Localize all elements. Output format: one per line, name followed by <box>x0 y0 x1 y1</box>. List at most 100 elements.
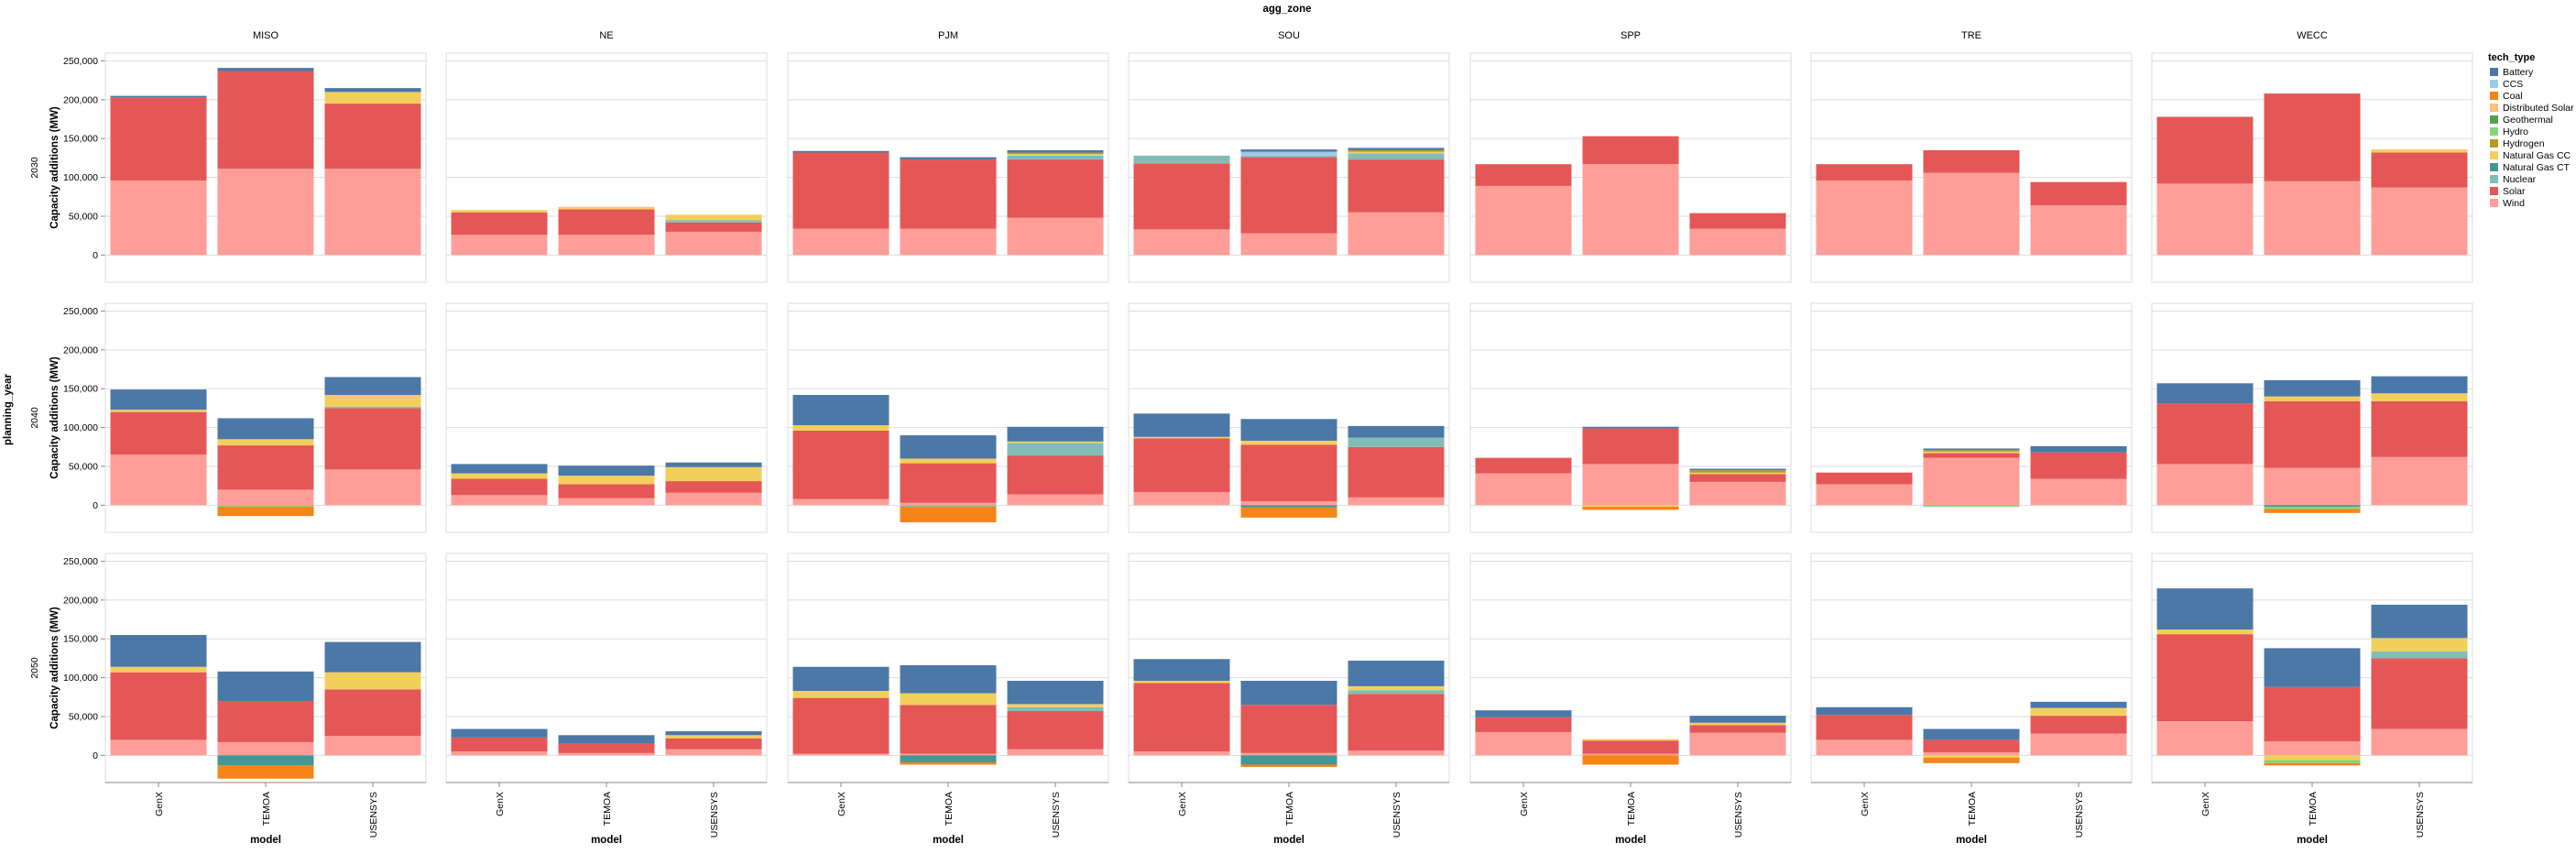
bar-pjm-2030-temoa <box>900 157 997 256</box>
bar-segment-natural-gas-cc <box>2156 630 2254 635</box>
panel-sou-2040 <box>1128 302 1450 533</box>
bar-segment-wind <box>324 469 421 506</box>
column-facet-title: agg_zone <box>1262 4 1311 15</box>
bar-segment-coal <box>2264 762 2361 766</box>
bar-segment-distributed-solar <box>324 395 421 398</box>
bar-segment-battery <box>2030 445 2127 453</box>
panel-ne-2040 <box>445 302 768 533</box>
bar-wecc-2050-usensys <box>2371 604 2468 756</box>
bar-sou-2030-usensys <box>1348 148 1445 256</box>
bar-segment-battery <box>1007 426 1104 442</box>
legend-item-natural-gas-cc: Natural Gas CC <box>2490 150 2571 161</box>
legend-swatch <box>2490 151 2498 159</box>
legend-label: Battery <box>2503 67 2534 78</box>
year-label-2030: 2030 <box>29 157 40 179</box>
bar-segment-natural-gas-cc <box>1689 722 1786 726</box>
bar-segment-wind <box>1582 753 1679 756</box>
bar-segment-battery <box>1689 716 1786 723</box>
x-axis-title: model <box>1273 835 1304 846</box>
panel-spp-2040 <box>1469 302 1792 533</box>
bar-pjm-2050-usensys <box>1007 680 1104 756</box>
bar-segment-solar <box>2030 716 2127 734</box>
bar-wecc-2040-usensys <box>2371 376 2468 506</box>
y-tick-label: 250,000 <box>63 556 98 567</box>
bar-segment-solar <box>451 478 548 496</box>
bar-segment-battery <box>324 641 421 673</box>
y-axis-title-2050: Capacity additions (MW) <box>49 607 60 729</box>
y-tick-label: 200,000 <box>63 345 98 356</box>
bar-segment-natural-gas-cc <box>1923 755 2020 758</box>
bar-segment-battery <box>217 671 314 702</box>
legend-item-nuclear: Nuclear <box>2490 174 2537 185</box>
bar-segment-wind <box>1582 164 1679 256</box>
x-tick-label-usensys: USENSYS <box>2415 792 2426 838</box>
bar-segment-distributed-solar <box>217 439 314 441</box>
bar-segment-wind <box>1133 491 1230 506</box>
bar-wecc-2040-temoa <box>2264 379 2361 513</box>
bar-segment-natural-gas-cc <box>2264 755 2361 761</box>
bar-segment-coal <box>217 507 314 517</box>
bar-segment-natural-gas-cc <box>110 666 207 673</box>
bar-segment-natural-gas-cc <box>1133 436 1230 439</box>
panel-pjm-2050: GenX TEMOA USENSYS model <box>787 553 1109 846</box>
bar-segment-battery <box>324 377 421 395</box>
bar-segment-nuclear <box>1007 155 1104 160</box>
bar-segment-natural-gas-cc <box>1133 680 1230 684</box>
bar-segment-wind <box>1582 464 1679 506</box>
bar-segment-hydrogen <box>1923 450 2020 452</box>
bar-segment-battery <box>1923 728 2020 740</box>
bar-segment-battery <box>792 395 890 426</box>
legend-swatch <box>2490 104 2498 112</box>
legend-swatch <box>2490 115 2498 124</box>
bar-segment-battery <box>900 157 997 160</box>
bar-segment-natural-gas-cc <box>2371 149 2468 153</box>
bar-segment-wind <box>2264 741 2361 756</box>
bar-spp-2050-usensys <box>1689 716 1786 756</box>
bar-segment-wind <box>558 498 655 506</box>
bar-segment-wind <box>900 753 997 756</box>
bar-segment-battery <box>1475 710 1572 717</box>
bar-wecc-2030-usensys <box>2371 149 2468 256</box>
bar-segment-natural-gas-cc <box>1582 505 1679 508</box>
bar-segment-solar <box>451 737 548 752</box>
panel-frame <box>1128 52 1450 283</box>
bar-segment-wind <box>451 751 548 756</box>
legend-swatch <box>2490 163 2498 171</box>
bar-segment-battery <box>558 735 655 744</box>
y-tick-label: 100,000 <box>63 673 98 684</box>
bar-miso-2050-usensys <box>324 641 421 756</box>
bar-segment-natural-gas-cc <box>110 410 207 412</box>
panel-ne-2030 <box>445 52 768 283</box>
bar-pjm-2040-usensys <box>1007 426 1104 506</box>
bar-ne-2040-genx <box>451 464 548 506</box>
bar-segment-solar <box>1923 453 2020 458</box>
bar-segment-solar <box>2156 403 2254 465</box>
bar-tre-2050-usensys <box>2030 701 2127 756</box>
bar-segment-battery <box>2264 648 2361 687</box>
legend-swatch <box>2490 80 2498 88</box>
bar-segment-hydro <box>2264 507 2361 509</box>
bar-segment-solar <box>217 445 314 490</box>
bar-segment-natural-gas-cc <box>1582 739 1679 741</box>
x-axis-title: model <box>250 835 281 846</box>
bar-tre-2030-temoa <box>1923 149 2020 256</box>
bar-segment-natural-gas-cc <box>451 210 548 213</box>
bar-segment-solar <box>1475 164 1572 186</box>
x-tick-label-temoa: TEMOA <box>944 792 955 826</box>
bar-ne-2030-genx <box>451 210 548 256</box>
bar-wecc-2030-temoa <box>2264 93 2361 256</box>
bar-tre-2040-temoa <box>1923 448 2020 508</box>
bar-segment-nuclear <box>1348 690 1445 695</box>
bar-segment-solar <box>792 430 890 499</box>
y-tick-label: 150,000 <box>63 384 98 395</box>
x-tick-label-genx: GenX <box>1860 792 1871 816</box>
bar-segment-wind <box>1475 731 1572 756</box>
bar-segment-solar <box>792 152 890 229</box>
bar-segment-wind <box>1816 180 1913 256</box>
panel-frame <box>1469 52 1792 283</box>
x-tick-label-temoa: TEMOA <box>1284 792 1295 826</box>
bar-sou-2040-usensys <box>1348 425 1445 506</box>
bar-segment-wind <box>665 231 762 256</box>
